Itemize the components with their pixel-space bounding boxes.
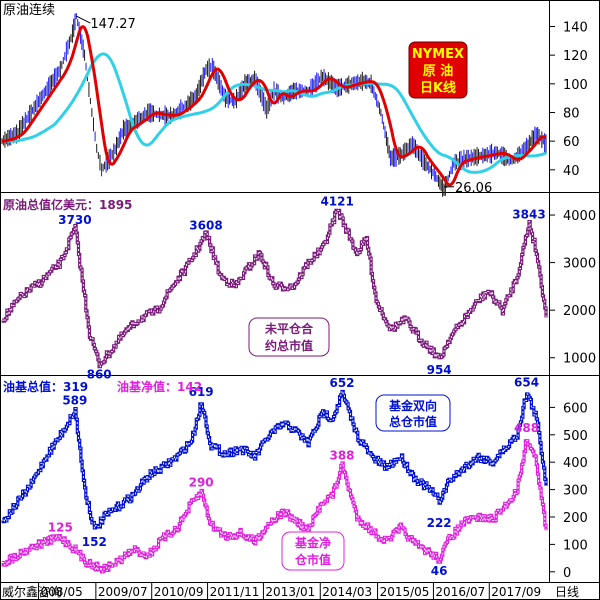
fund-net-note: 基金净 仓市值 [281,531,345,571]
fund-total-line [2,391,547,529]
footer-brand: 威尔鑫咨询 [2,584,62,599]
value-tick-label-4000: 4000 [563,209,596,224]
note-line-1: 未平仓合 [264,321,314,336]
date-axis: 008/05 2009/07 2010/09 2011/11 2013/01 2014/0… [38,582,541,600]
fund-tick-label-0: 0 [563,566,571,581]
date-label-2010/09: 2010/09 [154,585,204,599]
fund-label-46: 46 [431,564,448,578]
date-label-2011/11: 2011/11 [210,585,260,599]
value-label-3730: 3730 [58,213,91,227]
price-tick-label-40: 40 [563,164,580,179]
fund-net-title: 油基净值：142 [117,379,202,394]
fund-tick-label-400: 400 [563,456,588,471]
fund-tick-label-200: 200 [563,511,588,526]
value-label-3843: 3843 [512,207,545,221]
badge-line-1: NYMEX [412,47,464,62]
value-label-954: 954 [427,363,452,377]
fund-label-388: 388 [329,448,354,462]
date-label-2013/01: 2013/01 [265,585,315,599]
date-label-2014/03: 2014/03 [322,585,372,599]
fund-total-title: 油基总值：319 [3,379,88,394]
fund-label-652: 652 [329,376,354,390]
fund-label-488: 488 [514,421,539,435]
price-tick-label-60: 60 [563,135,580,150]
fund-label-152: 152 [82,535,107,549]
fund-net-note-line-2: 仓市值 [294,552,331,567]
fund-value-panel: 0 100 200 300 400 500 600 589 152 619 652 654 125 290… [1,376,588,581]
fund-total-note: 基金双向 总仓市值 [375,394,451,432]
value-tick-label-3000: 3000 [563,257,596,272]
total-value-title: 原油总值亿美元：1895 [3,197,132,212]
fund-tick-label-300: 300 [563,484,588,499]
badge-line-3: 日K线 [420,80,456,96]
date-label-008/05: 008/05 [41,585,83,599]
value-label-860: 860 [87,367,112,381]
fund-net-note-line-1: 基金净 [294,535,331,550]
open-interest-note-box [248,317,330,357]
price-panel-title: 原油连续 [3,2,55,18]
price-tick-label-140: 140 [563,20,588,35]
value-tick-label-1000: 1000 [563,352,596,367]
open-interest-note: 未平仓合 约总市值 [248,317,330,357]
price-tick-label-80: 80 [563,106,580,121]
nymex-badge: NYMEX 原 油 日K线 [408,41,468,99]
fund-total-note-box [375,394,451,432]
price-ma-short-line [2,25,547,187]
fund-label-290: 290 [189,475,214,489]
fund-net-note-box [281,531,345,571]
total-value-line [2,209,547,368]
price-tick-label-100: 100 [563,78,588,93]
date-label-2017/09: 2017/09 [491,585,541,599]
low-price-label: 26.06 [455,181,492,196]
value-tick-label-2000: 2000 [563,304,596,319]
note-line-2: 约总市值 [265,338,313,353]
fund-label-222: 222 [427,516,452,530]
nymex-badge-bg [408,41,468,99]
fund-label-619: 619 [189,385,214,399]
fund-label-125: 125 [48,521,73,535]
fund-tick-label-600: 600 [563,401,588,416]
date-label-2015/05: 2015/05 [380,585,430,599]
fund-label-589: 589 [62,393,87,407]
price-tick-label-120: 120 [563,49,588,64]
fund-tick-label-100: 100 [563,538,588,553]
fund-total-note-line-2: 总仓市值 [389,414,437,429]
fund-label-654: 654 [514,376,539,390]
peak-price-label: 147.27 [90,17,136,32]
fund-net-line [2,440,547,573]
fund-tick-label-500: 500 [563,429,588,444]
total-value-panel: 1000 2000 3000 4000 3730 860 3608 4121 954 3843 [1,194,596,381]
price-panel: 40 60 80 100 120 140 147.27 26.06 [1,13,588,197]
fund-total-note-line-1: 基金双向 [388,398,437,413]
value-label-4121: 4121 [320,194,353,208]
value-label-3608: 3608 [189,219,222,233]
footer-period: 日线 [555,585,579,599]
badge-line-2: 原 油 [423,63,454,79]
peak-pointer [76,15,91,24]
date-label-2016/07: 2016/07 [435,585,485,599]
fund-total-line-shadow [1,389,548,530]
date-label-2009/07: 2009/07 [98,585,148,599]
